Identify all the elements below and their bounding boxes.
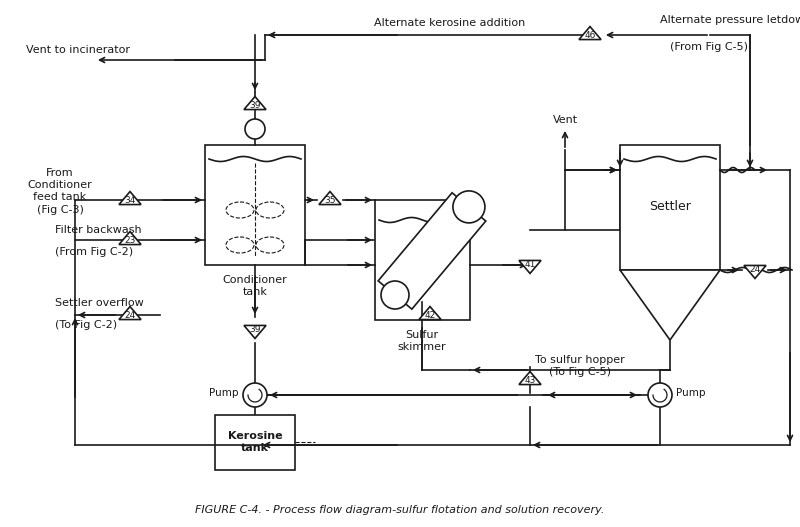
Bar <box>375 200 470 320</box>
Polygon shape <box>319 191 341 204</box>
Text: Vent to incinerator: Vent to incinerator <box>26 45 130 55</box>
Polygon shape <box>244 326 266 338</box>
Polygon shape <box>579 26 601 40</box>
Text: Settler: Settler <box>649 200 691 213</box>
Text: 34: 34 <box>124 196 136 205</box>
Polygon shape <box>119 231 141 245</box>
Polygon shape <box>519 372 541 385</box>
Text: Kerosine
tank: Kerosine tank <box>228 431 282 453</box>
Bar <box>620 145 720 270</box>
Circle shape <box>245 119 265 139</box>
Polygon shape <box>519 260 541 274</box>
Text: 24: 24 <box>124 311 136 320</box>
Text: (To Fig C-2): (To Fig C-2) <box>55 320 117 330</box>
Text: To sulfur hopper
(To Fig C-5): To sulfur hopper (To Fig C-5) <box>535 355 625 377</box>
Text: 24: 24 <box>750 265 761 274</box>
Text: Vent: Vent <box>553 115 578 125</box>
Polygon shape <box>119 191 141 204</box>
Text: Conditioner
tank: Conditioner tank <box>222 275 287 297</box>
Text: 39: 39 <box>250 325 261 334</box>
Text: 42: 42 <box>424 311 436 320</box>
Bar <box>205 145 305 265</box>
Polygon shape <box>620 270 720 340</box>
Bar <box>215 415 295 470</box>
Text: (Fig C-3): (Fig C-3) <box>37 205 83 215</box>
Text: 41: 41 <box>524 260 536 269</box>
Text: Filter backwash: Filter backwash <box>55 225 142 235</box>
Circle shape <box>453 191 485 223</box>
Text: 23: 23 <box>124 236 136 245</box>
Text: Settler overflow: Settler overflow <box>55 298 144 308</box>
Circle shape <box>648 383 672 407</box>
Polygon shape <box>378 193 486 309</box>
Text: (From Fig C-5): (From Fig C-5) <box>670 42 748 52</box>
Text: FIGURE C-4. - Process flow diagram-sulfur flotation and solution recovery.: FIGURE C-4. - Process flow diagram-sulfu… <box>195 505 605 515</box>
Text: 46: 46 <box>584 31 596 40</box>
Text: 43: 43 <box>524 376 536 385</box>
Circle shape <box>243 383 267 407</box>
Text: Alternate kerosine addition: Alternate kerosine addition <box>374 18 526 28</box>
Text: 35: 35 <box>324 196 336 205</box>
Polygon shape <box>119 307 141 319</box>
Text: Sulfur
skimmer: Sulfur skimmer <box>398 330 446 352</box>
Text: From
Conditioner
feed tank: From Conditioner feed tank <box>28 169 92 202</box>
Text: Pump: Pump <box>210 388 239 398</box>
Text: Pump: Pump <box>676 388 706 398</box>
Text: 39: 39 <box>250 101 261 110</box>
Text: (From Fig C-2): (From Fig C-2) <box>55 247 133 257</box>
Polygon shape <box>244 96 266 110</box>
Circle shape <box>381 281 409 309</box>
Polygon shape <box>744 266 766 278</box>
Text: Alternate pressure letdown: Alternate pressure letdown <box>660 15 800 25</box>
Polygon shape <box>419 307 441 319</box>
